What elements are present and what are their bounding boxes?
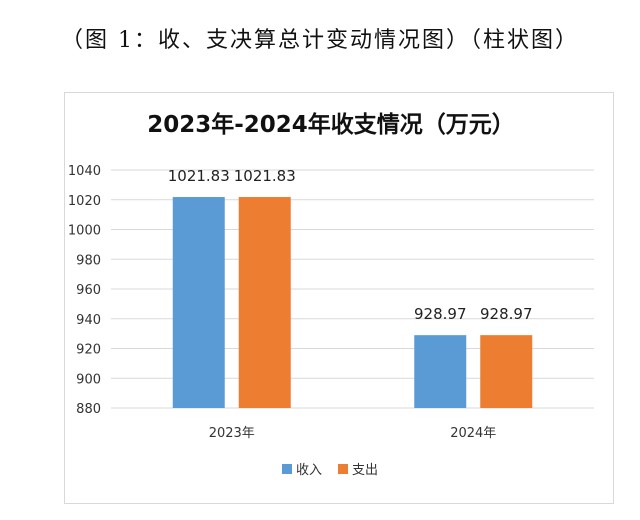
bar xyxy=(238,197,291,408)
x-tick-label: 2023年 xyxy=(209,426,255,441)
y-tick-label: 1040 xyxy=(68,164,101,179)
legend-label: 收入 xyxy=(296,463,322,478)
data-label: 1021.83 xyxy=(234,167,296,185)
bar xyxy=(414,335,467,408)
legend-label: 支出 xyxy=(352,463,378,478)
data-label: 928.97 xyxy=(414,305,467,323)
legend-swatch xyxy=(282,464,292,474)
legend-swatch xyxy=(338,464,348,474)
data-label: 1021.83 xyxy=(168,167,230,185)
x-tick-label: 2024年 xyxy=(450,426,496,441)
bar xyxy=(480,335,533,408)
data-labels: 1021.83 1021.83 928.97 928.97 xyxy=(168,167,533,323)
y-tick-label: 980 xyxy=(76,253,101,268)
chart-title: 2023年-2024年收支情况（万元） xyxy=(147,111,515,138)
y-tick-label: 900 xyxy=(76,372,101,387)
bars xyxy=(172,197,533,408)
data-label: 928.97 xyxy=(480,305,533,323)
bar xyxy=(172,197,225,408)
y-tick-label: 1000 xyxy=(68,224,101,239)
figure-caption: （图 1：收、支决算总计变动情况图）（柱状图） xyxy=(61,28,579,53)
y-axis: 880 900 920 940 960 980 1000 1020 1040 xyxy=(68,164,101,417)
chart-frame xyxy=(64,92,614,504)
y-tick-label: 1020 xyxy=(68,194,101,209)
y-tick-label: 960 xyxy=(76,283,101,298)
y-tick-label: 920 xyxy=(76,343,101,358)
y-tick-label: 940 xyxy=(76,313,101,328)
y-tick-label: 880 xyxy=(76,402,101,417)
x-axis: 2023年 2024年 xyxy=(209,426,497,441)
legend: 收入 支出 xyxy=(282,463,378,478)
